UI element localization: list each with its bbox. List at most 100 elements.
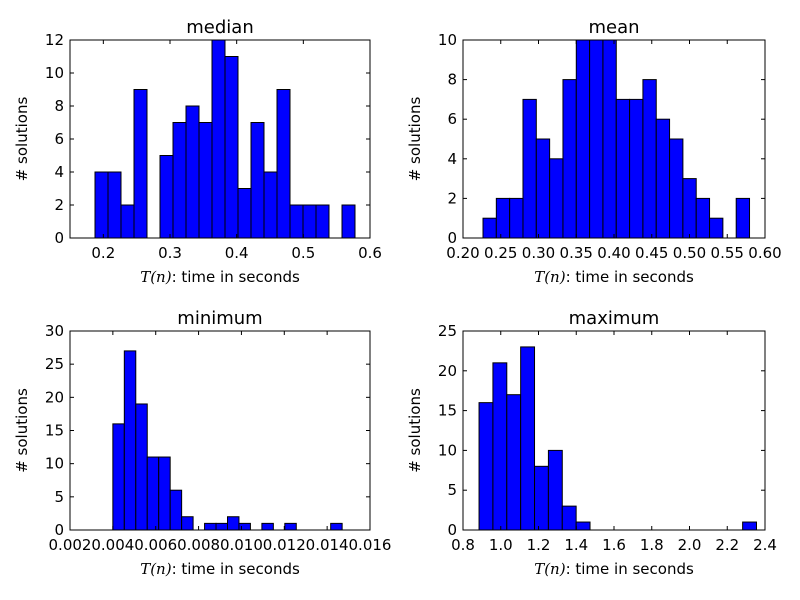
minimum-bar: [135, 403, 148, 531]
maximum-x-tick-label: 0.8: [451, 536, 475, 554]
maximum-x-tick-label: 2.4: [753, 536, 777, 554]
minimum-x-tick-label: 0.012: [263, 536, 306, 554]
minimum-bar: [238, 522, 251, 531]
maximum-y-tick-label: 5: [447, 481, 457, 499]
mean-bar: [549, 158, 564, 239]
minimum-x-tick-label: 0.006: [134, 536, 177, 554]
median-y-tick-label: 4: [54, 163, 64, 181]
maximum-x-tick-label: 2.2: [715, 536, 739, 554]
minimum-x-axis-label-text: : time in seconds: [172, 560, 300, 578]
maximum-x-axis-label-math: T(n): [534, 560, 566, 578]
median-x-axis-label-text: : time in seconds: [172, 268, 300, 286]
maximum-y-tick-label: 10: [438, 441, 457, 459]
median-x-tick-label: 0.3: [158, 244, 182, 262]
maximum-chart-title: maximum: [569, 308, 660, 329]
mean-x-tick-label: 0.40: [597, 244, 630, 262]
minimum-y-tick-label: 30: [45, 322, 64, 340]
mean-bar: [615, 98, 631, 239]
median-bar: [250, 122, 265, 239]
mean-y-tick-label: 8: [447, 71, 457, 89]
mean-bar: [669, 138, 684, 239]
mean-bar: [682, 178, 697, 239]
maximum-y-tick-label: 15: [438, 402, 457, 420]
mean-x-tick-label: 0.20: [446, 244, 479, 262]
median-bar: [159, 155, 174, 239]
median-bar: [172, 122, 187, 239]
mean-bar: [629, 98, 644, 239]
median-bar: [94, 171, 109, 239]
minimum-y-tick-label: 10: [45, 455, 64, 473]
median-y-tick-label: 6: [54, 130, 64, 148]
median-x-axis-label-math: T(n): [140, 268, 172, 286]
minimum-bar: [227, 516, 240, 531]
median-bar: [211, 39, 226, 239]
median-bar: [263, 171, 278, 239]
median-bar: [237, 188, 252, 239]
mean-y-tick-label: 2: [447, 189, 457, 207]
maximum-x-axis-label-text: : time in seconds: [566, 560, 694, 578]
median-histogram-panel: 0.2 0.3 0.4 0.5 0.6 0 2 4 6 8 10 12 median T(n): time…: [13, 17, 382, 286]
minimum-bar: [169, 489, 183, 531]
median-y-axis-label: # solutions: [13, 97, 31, 182]
minimum-x-tick-label: 0.002: [49, 536, 92, 554]
minimum-histogram-panel: 0.002 0.004 0.006 0.008 0.010 0.012 0.014 0.016…: [13, 308, 391, 578]
minimum-bar: [215, 522, 228, 531]
maximum-x-tick-label: 1.2: [527, 536, 551, 554]
minimum-x-tick-label: 0.008: [177, 536, 220, 554]
median-bar: [341, 204, 356, 239]
mean-bar: [575, 39, 591, 239]
median-bar: [302, 204, 317, 239]
mean-chart-title: mean: [588, 17, 639, 38]
median-bar: [224, 56, 239, 239]
mean-bar: [655, 118, 671, 239]
minimum-bar: [204, 522, 217, 531]
minimum-bar: [146, 456, 160, 531]
median-bar: [198, 122, 213, 239]
median-x-axis-label: T(n): time in seconds: [140, 268, 300, 286]
minimum-x-tick-label: 0.014: [306, 536, 349, 554]
maximum-x-tick-label: 1.4: [564, 536, 588, 554]
median-x-tick-label: 0.6: [358, 244, 382, 262]
mean-x-tick-label: 0.55: [711, 244, 744, 262]
mean-y-tick-label: 10: [438, 31, 457, 49]
minimum-y-tick-label: 5: [54, 488, 64, 506]
median-bar: [133, 89, 148, 239]
minimum-y-tick-label: 20: [45, 388, 64, 406]
mean-x-axis-label-text: : time in seconds: [566, 268, 694, 286]
median-x-tick-label: 0.4: [225, 244, 249, 262]
minimum-x-tick-label: 0.004: [91, 536, 134, 554]
median-bar: [315, 204, 330, 239]
median-bar: [276, 89, 291, 239]
minimum-y-axis-label: # solutions: [13, 388, 31, 473]
median-bar: [107, 171, 122, 239]
median-y-tick-label: 8: [54, 97, 64, 115]
minimum-y-tick-label: 0: [54, 521, 64, 539]
median-y-tick-label: 12: [45, 31, 64, 49]
median-y-tick-label: 0: [54, 229, 64, 247]
maximum-bar: [534, 465, 549, 531]
mean-x-tick-label: 0.30: [522, 244, 555, 262]
mean-bar: [482, 217, 497, 239]
maximum-bar: [575, 521, 591, 531]
mean-x-axis-label-math: T(n): [534, 268, 566, 286]
mean-bar: [695, 197, 711, 239]
maximum-bar: [520, 346, 536, 531]
minimum-bar: [330, 522, 343, 531]
minimum-chart-title: minimum: [177, 308, 262, 329]
maximum-x-tick-label: 1.6: [602, 536, 626, 554]
mean-x-tick-label: 0.25: [484, 244, 517, 262]
mean-bar: [709, 217, 724, 239]
mean-x-tick-label: 0.60: [748, 244, 781, 262]
mean-x-axis-label: T(n): time in seconds: [534, 268, 694, 286]
mean-bar: [735, 197, 751, 239]
median-y-tick-label: 2: [54, 196, 64, 214]
median-x-tick-label: 0.2: [91, 244, 115, 262]
minimum-bar: [181, 516, 194, 531]
mean-bar: [589, 39, 604, 239]
maximum-x-tick-label: 1.8: [640, 536, 664, 554]
mean-x-tick-label: 0.35: [560, 244, 593, 262]
minimum-y-tick-label: 15: [45, 422, 64, 440]
mean-x-tick-label: 0.50: [673, 244, 706, 262]
mean-histogram-panel: 0.20 0.25 0.30 0.35 0.40 0.45 0.50 0.55 0.60 0 2 4 6…: [406, 17, 782, 286]
